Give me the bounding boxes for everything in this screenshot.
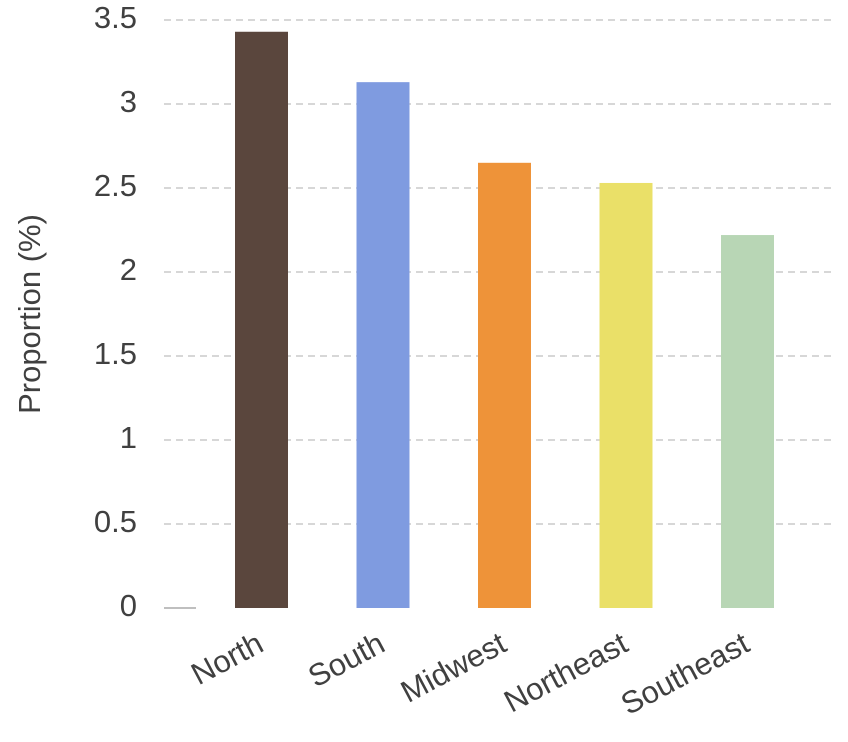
y-tick-label: 2.5 <box>94 168 137 203</box>
x-category-label: Northeast <box>498 625 633 719</box>
bar-midwest <box>478 162 531 609</box>
x-category-label: North <box>185 625 268 691</box>
y-tick-label: 0 <box>120 588 137 623</box>
y-tick-label: 1 <box>120 420 137 455</box>
y-axis-tick-labels: 0 0.5 1 1.5 2 2.5 3 3.5 <box>94 0 137 623</box>
y-tick-label: 0.5 <box>94 504 137 539</box>
bar-south <box>356 82 410 608</box>
x-category-label: Southeast <box>615 625 755 722</box>
bar-southeast <box>721 235 774 609</box>
bar-north <box>235 31 288 608</box>
x-category-label: Midwest <box>395 625 512 709</box>
y-axis-title: Proportion (%) <box>12 214 47 414</box>
y-tick-label: 3 <box>120 84 137 119</box>
x-category-label: South <box>302 625 390 694</box>
y-tick-label: 2 <box>120 252 137 287</box>
y-tick-label: 1.5 <box>94 336 137 371</box>
bars <box>235 31 774 609</box>
y-tick-label: 3.5 <box>94 0 137 35</box>
bar-northeast <box>599 182 653 608</box>
